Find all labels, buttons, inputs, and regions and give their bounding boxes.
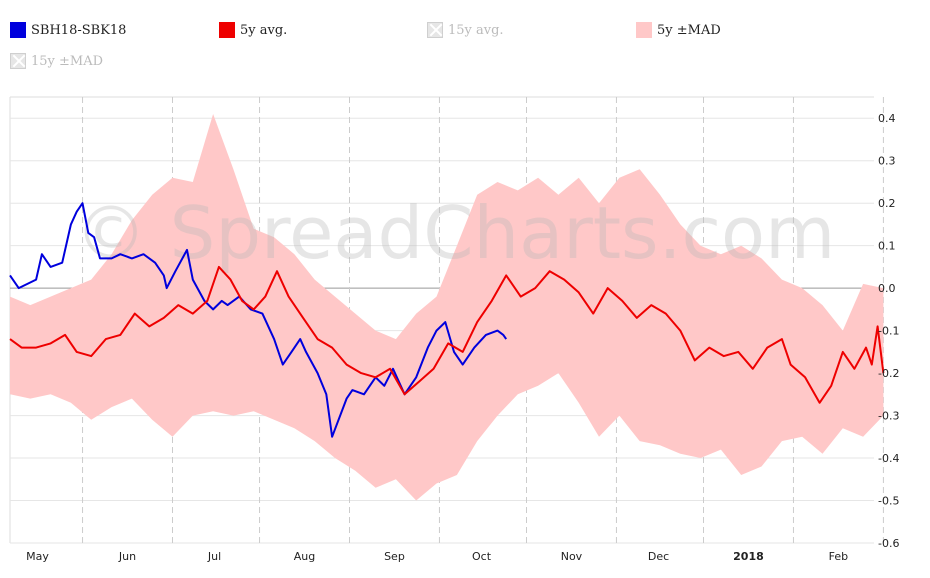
series-line-5y-avg	[9, 265, 885, 404]
legend-item-5y-mad[interactable]: 5y ±MAD	[636, 22, 721, 38]
y-tick-label: 0.2	[878, 197, 896, 210]
band-layer	[10, 114, 884, 501]
x-tick-label: May	[26, 550, 49, 563]
legend-swatch-sbh18-sbk18	[10, 22, 26, 38]
y-tick-label: 0.4	[878, 112, 896, 125]
legend-item-sbh18-sbk18[interactable]: SBH18-SBK18	[10, 22, 126, 38]
y-tick-label: -0.3	[878, 410, 899, 423]
watermark-text: © SpreadCharts.com	[75, 191, 835, 275]
legend-label: 15y avg.	[448, 22, 504, 38]
legend-swatch-5y-avg	[219, 22, 235, 38]
legend-item-15y-avg[interactable]: 15y avg.	[427, 22, 504, 38]
disabled-x-icon	[10, 53, 26, 69]
legend-item-15y-mad[interactable]: 15y ±MAD	[10, 53, 103, 69]
x-tick-label: Sep	[384, 550, 405, 563]
legend-label: 5y ±MAD	[657, 22, 721, 38]
y-tick-label: -0.1	[878, 325, 899, 338]
series-layer	[9, 202, 885, 438]
y-tick-label: 0.3	[878, 155, 896, 168]
y-tick-label: -0.2	[878, 367, 899, 380]
disabled-x-icon	[427, 22, 443, 38]
x-tick-label: Oct	[472, 550, 492, 563]
legend-label: 5y avg.	[240, 22, 288, 38]
y-tick-label: -0.4	[878, 452, 899, 465]
y-tick-label: 0.1	[878, 240, 896, 253]
axis-layer: 0.4 0.3 0.2 0.1 0.0 -0.1 -0.2 -0.3 -0.4 -0.5 -0.6 M…	[26, 112, 899, 563]
y-tick-label: -0.6	[878, 537, 899, 550]
x-tick-label: Aug	[294, 550, 315, 563]
y-tick-label: 0.0	[878, 282, 896, 295]
x-tick-label: Nov	[561, 550, 583, 563]
x-tick-label: Jun	[118, 550, 136, 563]
x-tick-label: Feb	[829, 550, 848, 563]
legend-item-5y-avg[interactable]: 5y avg.	[219, 22, 287, 38]
mad-band-5y	[10, 114, 884, 501]
x-tick-label: 2018	[733, 550, 764, 563]
legend-label: 15y ±MAD	[31, 53, 104, 69]
legend-swatch-5y-mad	[636, 22, 652, 38]
x-tick-label: Dec	[648, 550, 669, 563]
y-tick-label: -0.5	[878, 495, 899, 508]
legend-label: SBH18-SBK18	[31, 22, 127, 38]
x-tick-label: Jul	[207, 550, 221, 563]
